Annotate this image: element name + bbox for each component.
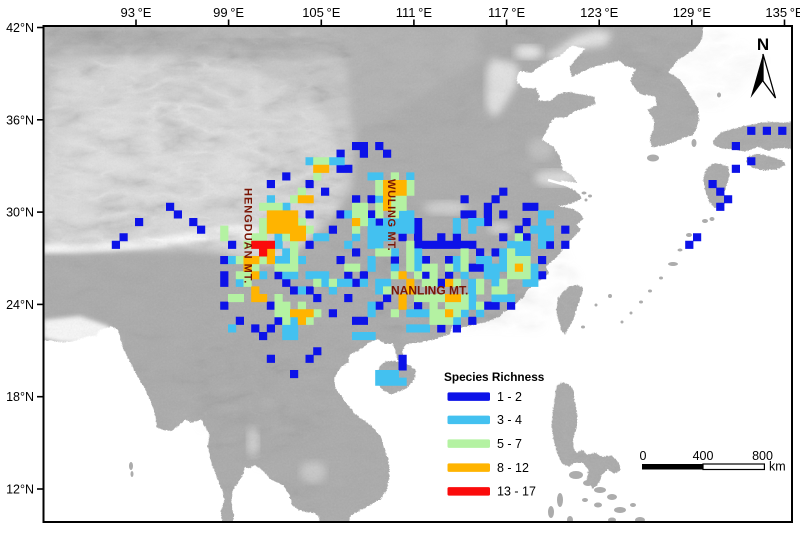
svg-text:N: N bbox=[757, 35, 769, 54]
svg-text:135 °E: 135 °E bbox=[765, 5, 800, 20]
svg-text:km: km bbox=[769, 460, 786, 474]
svg-text:8 - 12: 8 - 12 bbox=[497, 461, 529, 475]
svg-text:123 °E: 123 °E bbox=[580, 5, 618, 20]
svg-text:36°N: 36°N bbox=[6, 113, 34, 127]
svg-text:30°N: 30°N bbox=[6, 206, 34, 220]
svg-text:0: 0 bbox=[640, 449, 647, 463]
svg-text:400: 400 bbox=[693, 449, 714, 463]
svg-text:5 - 7: 5 - 7 bbox=[497, 437, 522, 451]
svg-text:12°N: 12°N bbox=[6, 483, 34, 497]
svg-text:42°N: 42°N bbox=[6, 21, 34, 35]
svg-text:3 - 4: 3 - 4 bbox=[497, 413, 522, 427]
svg-text:99 °E: 99 °E bbox=[213, 5, 244, 20]
svg-text:800: 800 bbox=[752, 449, 773, 463]
svg-text:24°N: 24°N bbox=[6, 298, 34, 312]
svg-text:HENGDUAN MT.: HENGDUAN MT. bbox=[242, 188, 254, 284]
svg-text:111 °E: 111 °E bbox=[396, 5, 433, 20]
svg-text:1 - 2: 1 - 2 bbox=[497, 390, 522, 404]
svg-text:105 °E: 105 °E bbox=[302, 5, 340, 20]
svg-text:117 °E: 117 °E bbox=[488, 5, 526, 20]
svg-text:Species Richness: Species Richness bbox=[444, 370, 545, 384]
svg-text:NANLING MT.: NANLING MT. bbox=[391, 284, 468, 298]
svg-text:13 - 17: 13 - 17 bbox=[497, 485, 536, 499]
svg-text:WULING MT.: WULING MT. bbox=[385, 179, 397, 251]
svg-text:18°N: 18°N bbox=[6, 390, 34, 404]
svg-text:93 °E: 93 °E bbox=[121, 5, 152, 20]
svg-text:129 °E: 129 °E bbox=[673, 5, 711, 20]
